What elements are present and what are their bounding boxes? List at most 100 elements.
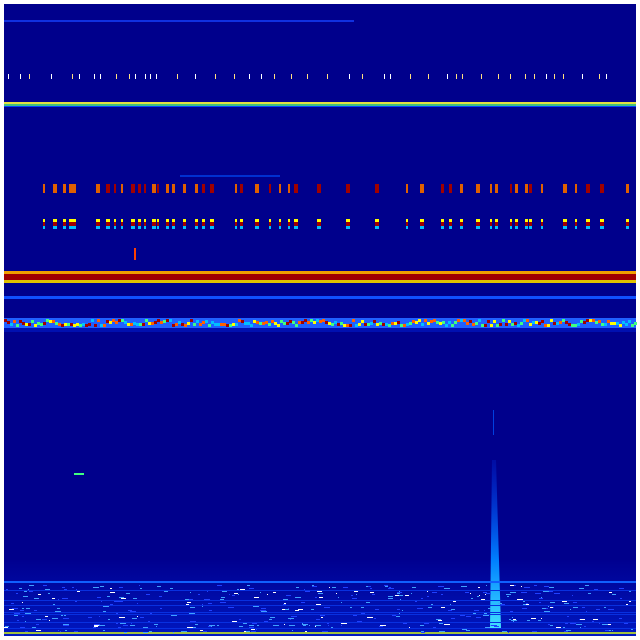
pulse xyxy=(575,226,577,229)
noise xyxy=(454,321,457,324)
noise xyxy=(79,324,82,327)
noise xyxy=(63,625,69,626)
noise xyxy=(550,607,553,608)
noise xyxy=(479,595,480,596)
noise xyxy=(187,599,193,600)
noise xyxy=(601,323,604,326)
noise xyxy=(280,320,283,323)
tick xyxy=(525,74,526,79)
noise xyxy=(20,627,25,628)
noise xyxy=(238,319,241,322)
noise xyxy=(283,599,288,600)
pulse xyxy=(626,226,629,229)
tick xyxy=(327,74,328,79)
noise xyxy=(316,319,319,322)
noise xyxy=(341,602,342,603)
noise xyxy=(34,598,39,599)
noise xyxy=(341,625,342,626)
band xyxy=(4,280,636,283)
noise xyxy=(38,594,41,595)
noise xyxy=(357,621,362,622)
noise xyxy=(521,586,522,587)
pulse xyxy=(202,184,205,193)
pulse xyxy=(166,226,169,229)
pulse xyxy=(106,222,110,226)
noise xyxy=(284,624,285,625)
noise xyxy=(273,592,276,593)
noise xyxy=(501,604,505,605)
tick xyxy=(145,74,146,79)
noise xyxy=(32,627,36,628)
noise xyxy=(48,593,50,594)
pulse xyxy=(294,222,298,226)
noise xyxy=(220,602,226,603)
noise xyxy=(620,598,622,599)
noise xyxy=(568,323,571,326)
noise xyxy=(229,594,230,595)
noise xyxy=(349,324,352,327)
pulse xyxy=(269,222,271,226)
noise xyxy=(217,585,222,586)
pulse xyxy=(525,222,528,226)
noise xyxy=(541,618,542,619)
pulse xyxy=(495,226,498,229)
noise xyxy=(385,586,388,587)
noise xyxy=(406,323,409,326)
tick xyxy=(291,74,292,79)
noise xyxy=(353,615,357,616)
noise xyxy=(103,630,105,631)
noise xyxy=(430,320,433,323)
pulse xyxy=(235,226,237,229)
noise xyxy=(474,610,479,611)
noise xyxy=(31,320,34,323)
noise xyxy=(433,319,436,322)
noise xyxy=(372,594,375,595)
noise xyxy=(295,324,298,327)
tick xyxy=(481,74,482,79)
pulse xyxy=(202,219,205,222)
noise xyxy=(172,324,175,327)
noise xyxy=(582,607,585,608)
line xyxy=(4,628,636,629)
noise xyxy=(100,586,104,587)
noise xyxy=(232,323,235,326)
band xyxy=(4,106,636,107)
noise xyxy=(29,585,34,586)
noise xyxy=(526,319,529,322)
noise xyxy=(491,625,497,626)
noise xyxy=(187,602,191,603)
noise xyxy=(517,324,520,327)
noise xyxy=(181,631,187,632)
noise xyxy=(624,623,628,624)
noise xyxy=(159,596,162,597)
noise xyxy=(593,619,598,620)
noise xyxy=(203,631,207,632)
noise xyxy=(324,607,330,608)
noise xyxy=(556,322,559,325)
noise xyxy=(420,625,424,626)
noise xyxy=(64,323,67,326)
pulse xyxy=(495,219,498,222)
noise xyxy=(385,323,388,326)
noise xyxy=(629,591,631,592)
pulse xyxy=(317,222,321,226)
noise xyxy=(52,598,55,599)
pulse xyxy=(183,219,186,222)
noise xyxy=(356,594,357,595)
noise xyxy=(469,320,472,323)
band xyxy=(4,104,636,106)
pulse xyxy=(269,184,271,193)
pulse xyxy=(476,219,480,222)
pulse xyxy=(63,226,66,229)
noise xyxy=(36,624,39,625)
noise xyxy=(140,588,142,589)
noise xyxy=(223,323,226,326)
noise xyxy=(366,602,370,603)
noise xyxy=(91,319,94,322)
pulse xyxy=(53,184,57,193)
pulse xyxy=(288,226,290,229)
blip xyxy=(134,248,136,260)
noise xyxy=(130,611,136,612)
pulse xyxy=(166,219,169,222)
pulse xyxy=(406,219,408,222)
